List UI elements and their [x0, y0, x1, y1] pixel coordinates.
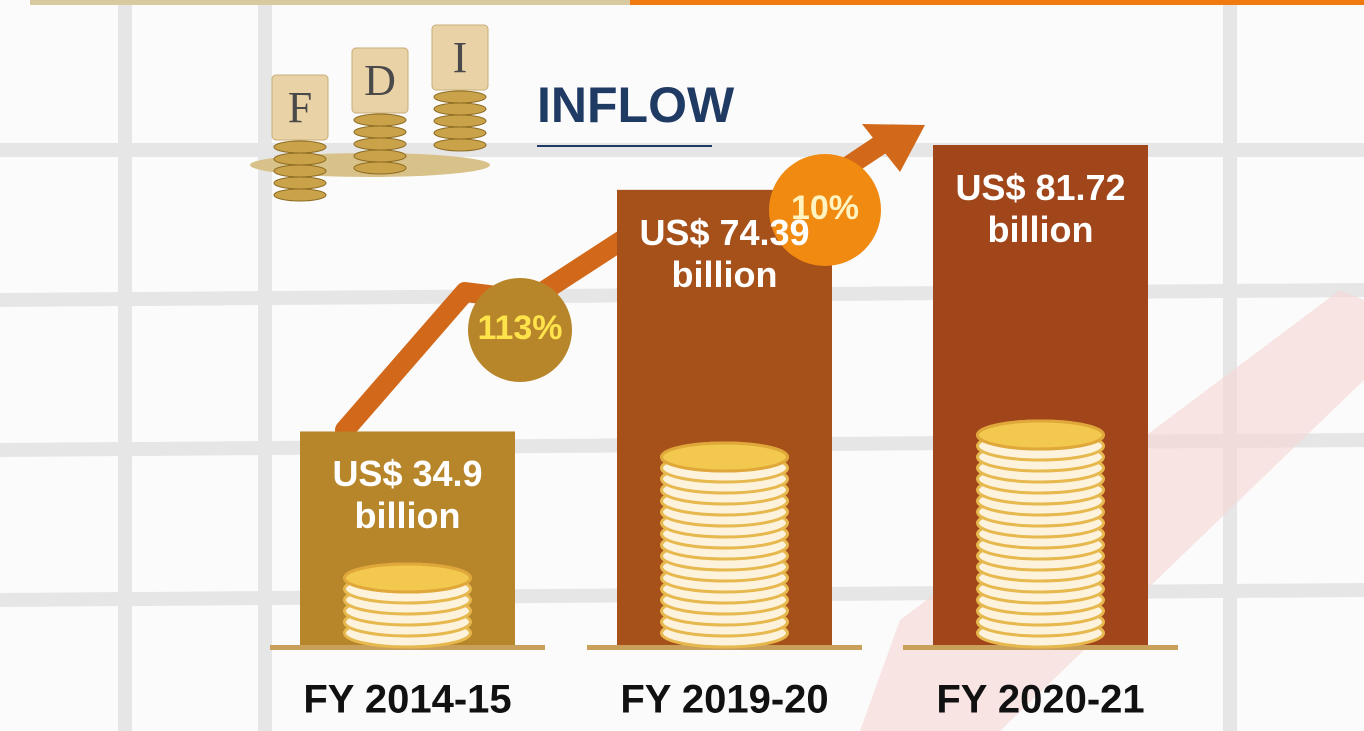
title-letter: I	[453, 33, 468, 82]
coin	[353, 161, 407, 175]
top-bar	[630, 0, 1364, 5]
x-tick-label: FY 2014-15	[303, 678, 511, 722]
coin	[273, 140, 327, 154]
coin	[273, 164, 327, 178]
value-label: US$ 74.39 billion	[639, 211, 810, 295]
coin	[353, 149, 407, 163]
coin	[353, 113, 407, 127]
title: INFLOW	[537, 77, 735, 133]
growth-badge	[769, 154, 881, 266]
coin	[433, 102, 487, 116]
value-label: US$ 81.72 billion	[955, 167, 1126, 250]
x-tick-label: FY 2020-21	[936, 678, 1144, 722]
coin	[433, 138, 487, 152]
letter-block	[271, 74, 329, 141]
growth-label: 113%	[477, 309, 562, 347]
coin	[433, 114, 487, 128]
coin	[353, 137, 407, 151]
coin	[273, 188, 327, 202]
coin	[433, 126, 487, 140]
title-letter: F	[288, 83, 312, 132]
top-image	[30, 0, 630, 5]
letter-block	[351, 47, 409, 114]
growth-label: 10%	[791, 189, 859, 227]
growth-badge	[468, 278, 572, 382]
coin-top	[976, 419, 1105, 451]
value-label: US$ 34.9 billion	[332, 453, 483, 537]
coin	[353, 125, 407, 139]
arrow-head	[862, 124, 925, 172]
coin	[273, 152, 327, 166]
x-tick-label: FY 2019-20	[620, 678, 828, 722]
coin-top	[343, 562, 472, 594]
title-letter: D	[364, 56, 396, 105]
coin	[273, 176, 327, 190]
coin	[433, 90, 487, 104]
coin-top	[660, 441, 789, 473]
letter-block	[431, 24, 489, 91]
